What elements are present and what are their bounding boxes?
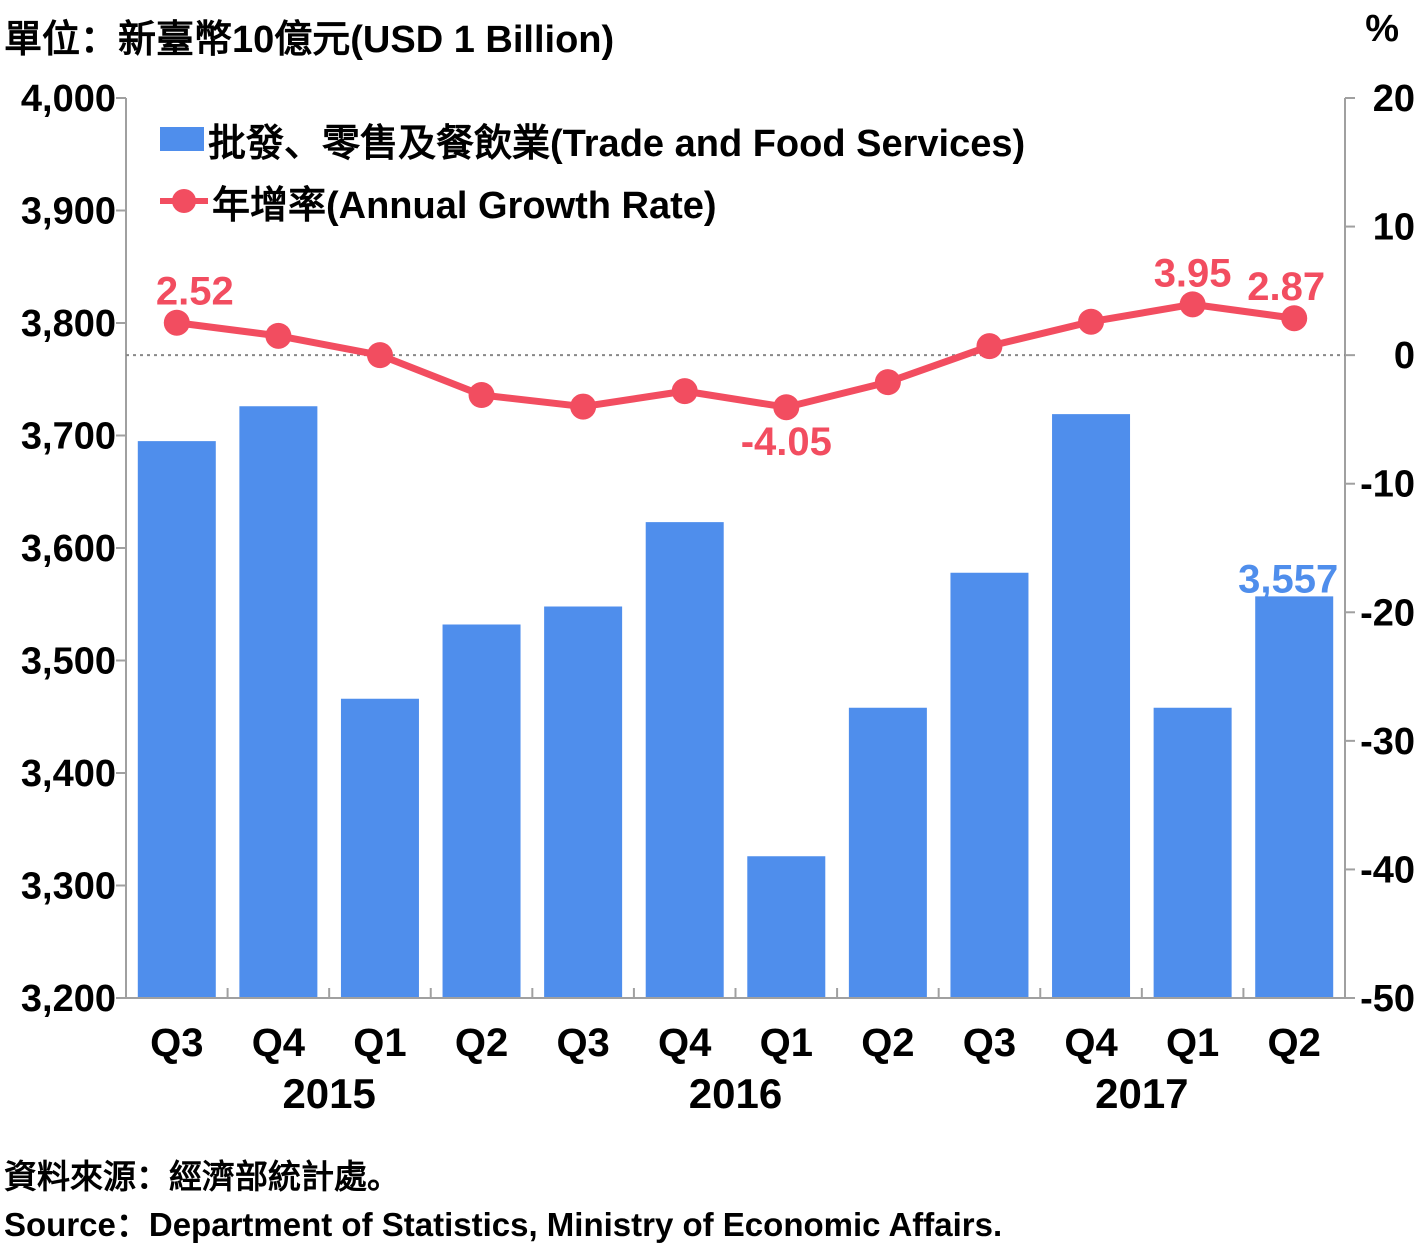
bar-8 <box>950 572 1029 998</box>
growth-point-11 <box>1281 305 1308 332</box>
source-en: Source：Department of Statistics, Ministr… <box>4 1206 1003 1243</box>
growth-rate-line <box>176 300 1295 411</box>
left-tick-label-8: 4,000 <box>21 78 116 120</box>
legend-bar-swatch <box>160 127 204 151</box>
legend-bar-label: 批發、零售及餐飲業(Trade and Food Services) <box>208 122 1026 165</box>
growth-point-5 <box>671 378 698 405</box>
data-label-0: 2.52 <box>156 270 234 314</box>
growth-point-6 <box>773 394 800 421</box>
bar-6 <box>747 856 826 998</box>
bar-0 <box>137 441 216 998</box>
right-tick-label-1: -40 <box>1360 849 1415 891</box>
legend: 批發、零售及餐飲業(Trade and Food Services) 年增率(A… <box>160 108 1025 232</box>
bar-7 <box>848 707 927 998</box>
year-label-2016: 2016 <box>689 1070 782 1117</box>
bar-9 <box>1052 414 1131 998</box>
bar-10 <box>1153 707 1232 998</box>
right-tick-label-7: 20 <box>1373 78 1415 120</box>
growth-point-3 <box>468 382 495 408</box>
left-tick-label-7: 3,900 <box>21 191 116 233</box>
growth-point-1 <box>265 322 292 349</box>
growth-point-9 <box>1078 308 1105 335</box>
right-axis-unit-label: % <box>1365 8 1399 50</box>
right-tick-label-0: -50 <box>1360 978 1415 1020</box>
growth-point-0 <box>163 309 190 336</box>
right-tick-label-5: 0 <box>1394 335 1415 377</box>
legend-item-bars: 批發、零售及餐飲業(Trade and Food Services) <box>160 108 1025 170</box>
growth-point-10 <box>1179 291 1206 318</box>
x-tick-label-8: Q3 <box>963 1021 1016 1065</box>
x-tick-label-2: Q1 <box>353 1021 406 1065</box>
bar-1 <box>239 406 318 998</box>
right-tick-label-3: -20 <box>1360 592 1415 634</box>
left-tick-label-1: 3,300 <box>21 866 116 908</box>
x-tick-label-5: Q4 <box>658 1021 712 1065</box>
x-tick-label-11: Q2 <box>1268 1021 1321 1065</box>
legend-item-line: 年增率(Annual Growth Rate) <box>160 170 1025 232</box>
x-tick-label-4: Q3 <box>556 1021 609 1065</box>
source-zh: 資料來源：經濟部統計處。 <box>4 1158 400 1195</box>
left-tick-label-2: 3,400 <box>21 753 116 795</box>
left-tick-label-4: 3,600 <box>21 528 116 570</box>
x-tick-label-7: Q2 <box>861 1021 914 1065</box>
year-label-2015: 2015 <box>282 1070 375 1117</box>
left-tick-label-0: 3,200 <box>21 978 116 1020</box>
x-tick-label-9: Q4 <box>1064 1021 1118 1065</box>
right-tick-label-6: 10 <box>1373 207 1415 249</box>
x-tick-label-1: Q4 <box>252 1021 306 1065</box>
legend-line-label: 年增率(Annual Growth Rate) <box>212 184 717 227</box>
bar-2 <box>340 698 419 998</box>
left-tick-label-5: 3,700 <box>21 416 116 458</box>
left-tick-label-3: 3,500 <box>21 641 116 683</box>
bar-4 <box>544 606 623 998</box>
growth-point-7 <box>874 369 901 396</box>
x-tick-label-0: Q3 <box>150 1021 203 1065</box>
unit-label: 單位：新臺幣10億元(USD 1 Billion) <box>4 19 615 61</box>
growth-point-8 <box>976 333 1003 360</box>
year-label-2017: 2017 <box>1095 1070 1188 1117</box>
right-tick-label-2: -30 <box>1360 721 1415 763</box>
left-tick-label-6: 3,800 <box>21 303 116 345</box>
data-label-3: 2.87 <box>1247 265 1325 309</box>
data-label-2: 3.95 <box>1154 251 1232 295</box>
data-label-4: 3,557 <box>1238 557 1338 601</box>
legend-line-swatch <box>160 189 208 213</box>
x-tick-label-6: Q1 <box>760 1021 813 1065</box>
bar-3 <box>442 624 521 998</box>
growth-point-4 <box>570 393 597 420</box>
x-tick-label-10: Q1 <box>1166 1021 1219 1065</box>
data-label-1: -4.05 <box>741 420 832 464</box>
bar-5 <box>645 522 724 998</box>
growth-point-2 <box>366 342 393 369</box>
bar-11 <box>1255 596 1334 998</box>
right-tick-label-4: -10 <box>1360 464 1415 506</box>
x-tick-label-3: Q2 <box>455 1021 508 1065</box>
